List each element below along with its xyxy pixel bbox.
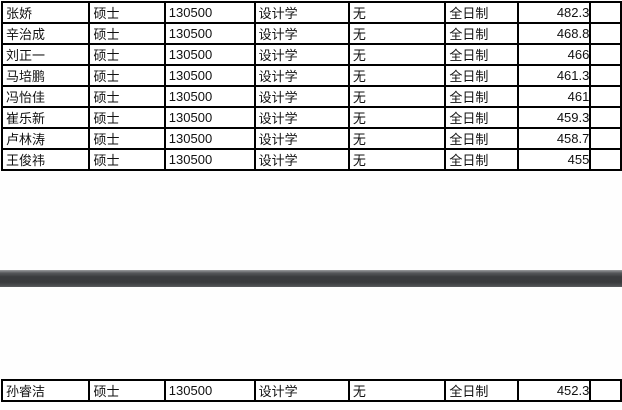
cell-exemption: 无 bbox=[347, 379, 447, 402]
cell-name: 崔乐新 bbox=[0, 106, 91, 129]
cell-extra bbox=[589, 43, 622, 66]
cell-name: 辛治成 bbox=[0, 22, 91, 45]
cell-extra bbox=[589, 85, 622, 108]
table-row: 卢林涛 硕士 130500 设计学无全日制 458.7 bbox=[0, 127, 622, 150]
cell-extra bbox=[589, 148, 622, 171]
cell-degree: 硕士 bbox=[88, 1, 166, 24]
cell-study-mode: 全日制 bbox=[444, 148, 520, 171]
admission-table-page-1: 张娇 硕士 130500 设计学无全日制 482.3 辛治成 硕士 130500 设计学无全日制… bbox=[0, 1, 622, 171]
cell-exemption: 无 bbox=[347, 106, 447, 129]
admission-table-page-2: 孙睿洁 硕士 130500 设计学无全日制 452.3 bbox=[0, 379, 622, 402]
cell-degree: 硕士 bbox=[88, 64, 166, 87]
cell-major: 设计学 bbox=[253, 127, 350, 150]
table-row: 孙睿洁 硕士 130500 设计学无全日制 452.3 bbox=[0, 379, 622, 402]
table-row: 冯怡佳 硕士 130500 设计学无全日制 461 bbox=[0, 85, 622, 108]
cell-major: 设计学 bbox=[253, 85, 350, 108]
cell-study-mode: 全日制 bbox=[444, 106, 520, 129]
cell-exemption: 无 bbox=[347, 64, 447, 87]
cell-exemption: 无 bbox=[347, 127, 447, 150]
cell-major-code: 130500 bbox=[163, 127, 256, 150]
cell-exemption: 无 bbox=[347, 1, 447, 24]
cell-exemption: 无 bbox=[347, 43, 447, 66]
cell-extra bbox=[589, 64, 622, 87]
cell-major-code: 130500 bbox=[163, 64, 256, 87]
cell-name: 张娇 bbox=[0, 1, 91, 24]
cell-score: 466 bbox=[517, 43, 592, 66]
table-row: 王俊祎 硕士 130500 设计学无全日制 455 bbox=[0, 148, 622, 171]
cell-major: 设计学 bbox=[253, 64, 350, 87]
cell-score: 452.3 bbox=[517, 379, 592, 402]
cell-major-code: 130500 bbox=[163, 85, 256, 108]
cell-major: 设计学 bbox=[253, 43, 350, 66]
cell-major-code: 130500 bbox=[163, 379, 256, 402]
cell-study-mode: 全日制 bbox=[444, 1, 520, 24]
cell-name: 刘正一 bbox=[0, 43, 91, 66]
page-separator bbox=[0, 270, 622, 287]
cell-score: 458.7 bbox=[517, 127, 592, 150]
cell-degree: 硕士 bbox=[88, 22, 166, 45]
cell-study-mode: 全日制 bbox=[444, 85, 520, 108]
cell-exemption: 无 bbox=[347, 148, 447, 171]
cell-extra bbox=[589, 1, 622, 24]
cell-major: 设计学 bbox=[253, 22, 350, 45]
table-row: 刘正一 硕士 130500 设计学无全日制 466 bbox=[0, 43, 622, 66]
cell-study-mode: 全日制 bbox=[444, 64, 520, 87]
cell-degree: 硕士 bbox=[88, 85, 166, 108]
table-row: 辛治成 硕士 130500 设计学无全日制 468.8 bbox=[0, 22, 622, 45]
cell-major-code: 130500 bbox=[163, 43, 256, 66]
cell-major-code: 130500 bbox=[163, 22, 256, 45]
cell-exemption: 无 bbox=[347, 85, 447, 108]
cell-major: 设计学 bbox=[253, 106, 350, 129]
cell-major-code: 130500 bbox=[163, 106, 256, 129]
cell-study-mode: 全日制 bbox=[444, 43, 520, 66]
cell-degree: 硕士 bbox=[88, 106, 166, 129]
cell-name: 卢林涛 bbox=[0, 127, 91, 150]
cell-extra bbox=[589, 22, 622, 45]
cell-extra bbox=[589, 127, 622, 150]
cell-major-code: 130500 bbox=[163, 148, 256, 171]
cell-exemption: 无 bbox=[347, 22, 447, 45]
cell-name: 冯怡佳 bbox=[0, 85, 91, 108]
cell-study-mode: 全日制 bbox=[444, 22, 520, 45]
cell-score: 468.8 bbox=[517, 22, 592, 45]
cell-major: 设计学 bbox=[253, 379, 350, 402]
cell-degree: 硕士 bbox=[88, 379, 166, 402]
cell-name: 马培鹏 bbox=[0, 64, 91, 87]
cell-score: 455 bbox=[517, 148, 592, 171]
table-row: 张娇 硕士 130500 设计学无全日制 482.3 bbox=[0, 1, 622, 24]
cell-extra bbox=[589, 379, 622, 402]
table-row: 马培鹏 硕士 130500 设计学无全日制 461.3 bbox=[0, 64, 622, 87]
cell-score: 461 bbox=[517, 85, 592, 108]
cell-major: 设计学 bbox=[253, 1, 350, 24]
cell-extra bbox=[589, 106, 622, 129]
cell-score: 459.3 bbox=[517, 106, 592, 129]
cell-major: 设计学 bbox=[253, 148, 350, 171]
cell-study-mode: 全日制 bbox=[444, 127, 520, 150]
cell-study-mode: 全日制 bbox=[444, 379, 520, 402]
cell-name: 孙睿洁 bbox=[0, 379, 91, 402]
cell-degree: 硕士 bbox=[88, 43, 166, 66]
cell-score: 461.3 bbox=[517, 64, 592, 87]
cell-name: 王俊祎 bbox=[0, 148, 91, 171]
cell-score: 482.3 bbox=[517, 1, 592, 24]
table-row: 崔乐新 硕士 130500 设计学无全日制 459.3 bbox=[0, 106, 622, 129]
cell-major-code: 130500 bbox=[163, 1, 256, 24]
cell-degree: 硕士 bbox=[88, 127, 166, 150]
cell-degree: 硕士 bbox=[88, 148, 166, 171]
